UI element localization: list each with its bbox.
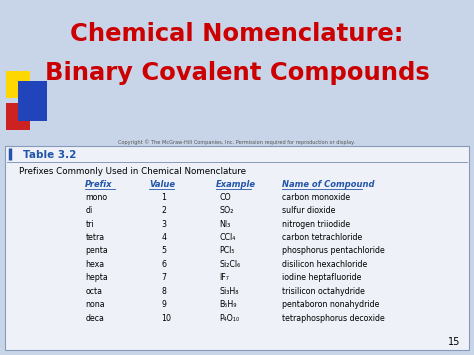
Text: Prefixes Commonly Used in Chemical Nomenclature: Prefixes Commonly Used in Chemical Nomen…	[19, 167, 246, 176]
Text: hexa: hexa	[85, 260, 104, 269]
Text: Value: Value	[149, 180, 175, 189]
Text: 5: 5	[161, 246, 166, 256]
FancyBboxPatch shape	[6, 103, 30, 130]
Text: 8: 8	[161, 287, 166, 296]
Text: Prefix: Prefix	[85, 180, 113, 189]
Text: 2: 2	[161, 206, 166, 215]
Text: SO₂: SO₂	[219, 206, 234, 215]
Text: Table 3.2: Table 3.2	[23, 150, 76, 160]
FancyBboxPatch shape	[18, 81, 47, 121]
Text: nitrogen triiodide: nitrogen triiodide	[282, 219, 350, 229]
Text: Chemical Nomenclature:: Chemical Nomenclature:	[70, 22, 404, 46]
Text: Example: Example	[216, 180, 255, 189]
Text: carbon tetrachloride: carbon tetrachloride	[282, 233, 362, 242]
Text: octa: octa	[85, 287, 102, 296]
Text: Copyright © The McGraw-Hill Companies, Inc. Permission required for reproduction: Copyright © The McGraw-Hill Companies, I…	[118, 139, 356, 145]
Text: Si₂Cl₆: Si₂Cl₆	[219, 260, 241, 269]
Text: disilicon hexachloride: disilicon hexachloride	[282, 260, 367, 269]
Text: Binary Covalent Compounds: Binary Covalent Compounds	[45, 61, 429, 85]
Text: 1: 1	[161, 192, 166, 202]
FancyBboxPatch shape	[5, 146, 469, 350]
Text: B₅H₉: B₅H₉	[219, 300, 237, 310]
Text: 10: 10	[161, 314, 171, 323]
Text: PCl₅: PCl₅	[219, 246, 235, 256]
Text: 9: 9	[161, 300, 166, 310]
Text: 3: 3	[161, 219, 166, 229]
Text: NI₃: NI₃	[219, 219, 231, 229]
Text: penta: penta	[85, 246, 108, 256]
Text: di: di	[85, 206, 92, 215]
Text: CO: CO	[219, 192, 231, 202]
Text: nona: nona	[85, 300, 105, 310]
Text: P₄O₁₀: P₄O₁₀	[219, 314, 239, 323]
Text: iodine heptafluoride: iodine heptafluoride	[282, 273, 361, 283]
Text: tetraphosphorus decoxide: tetraphosphorus decoxide	[282, 314, 385, 323]
Text: sulfur dioxide: sulfur dioxide	[282, 206, 336, 215]
Text: 4: 4	[161, 233, 166, 242]
Text: Name of Compound: Name of Compound	[282, 180, 374, 189]
Text: carbon monoxide: carbon monoxide	[282, 192, 350, 202]
Text: deca: deca	[85, 314, 104, 323]
Text: 15: 15	[448, 337, 461, 347]
FancyBboxPatch shape	[6, 71, 30, 98]
Text: pentaboron nonahydride: pentaboron nonahydride	[282, 300, 379, 310]
Text: 7: 7	[161, 273, 166, 283]
Text: IF₇: IF₇	[219, 273, 229, 283]
Text: phosphorus pentachloride: phosphorus pentachloride	[282, 246, 385, 256]
Text: tetra: tetra	[85, 233, 104, 242]
Text: Si₃H₈: Si₃H₈	[219, 287, 239, 296]
Text: mono: mono	[85, 192, 108, 202]
Text: 6: 6	[161, 260, 166, 269]
Text: tri: tri	[85, 219, 94, 229]
Text: trisilicon octahydride: trisilicon octahydride	[282, 287, 365, 296]
Text: hepta: hepta	[85, 273, 108, 283]
Text: CCl₄: CCl₄	[219, 233, 236, 242]
